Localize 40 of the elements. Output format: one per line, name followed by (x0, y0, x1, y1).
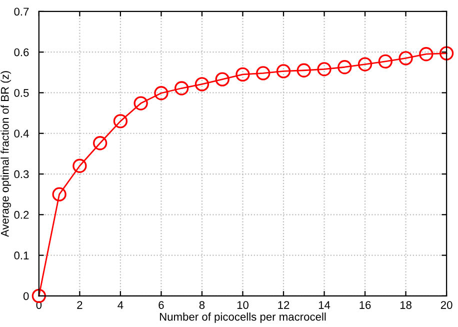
point (194, 77, 210, 92)
point (358, 57, 372, 72)
x-axis-title: Number of picocells per macrocell (160, 312, 326, 323)
x-tick-label: 8 (199, 301, 205, 309)
point (236, 67, 250, 82)
point (439, 46, 454, 60)
x-tick-label: 6 (158, 301, 164, 309)
point (398, 51, 413, 66)
y-axis-title: Average optimal fraction of BR (z) (0, 71, 11, 237)
point (296, 63, 311, 78)
point (52, 187, 66, 202)
point (256, 66, 270, 80)
y-tick-label: 0.2 (14, 210, 29, 219)
x-tick-label: 12 (278, 301, 290, 309)
point (276, 64, 291, 78)
x-tick-label: 18 (400, 301, 412, 309)
x-tick-label: 14 (318, 301, 330, 309)
y-tick-label: 0.5 (14, 88, 29, 97)
y-tick-label: 0.7 (14, 8, 29, 16)
y-tick-label: 0.6 (14, 48, 29, 56)
point (113, 114, 128, 128)
point (338, 60, 352, 74)
point (92, 136, 108, 150)
point (174, 81, 189, 96)
y-tick-label: 0 (23, 292, 29, 300)
point (317, 62, 332, 76)
x-tick-label: 10 (237, 301, 248, 309)
y-tick-label: 0.1 (14, 252, 29, 260)
point (134, 96, 148, 110)
point (419, 47, 434, 62)
point (215, 72, 230, 86)
x-tick-label: 2 (77, 301, 82, 309)
point (154, 86, 168, 100)
y-tick-label: 0.4 (14, 130, 29, 138)
x-tick-label: 20 (440, 301, 452, 309)
x-tick-label: 4 (118, 301, 124, 309)
point (378, 54, 392, 69)
y-tick-label: 0.3 (14, 170, 29, 178)
point (72, 158, 87, 173)
x-tick-label: 16 (360, 301, 371, 309)
